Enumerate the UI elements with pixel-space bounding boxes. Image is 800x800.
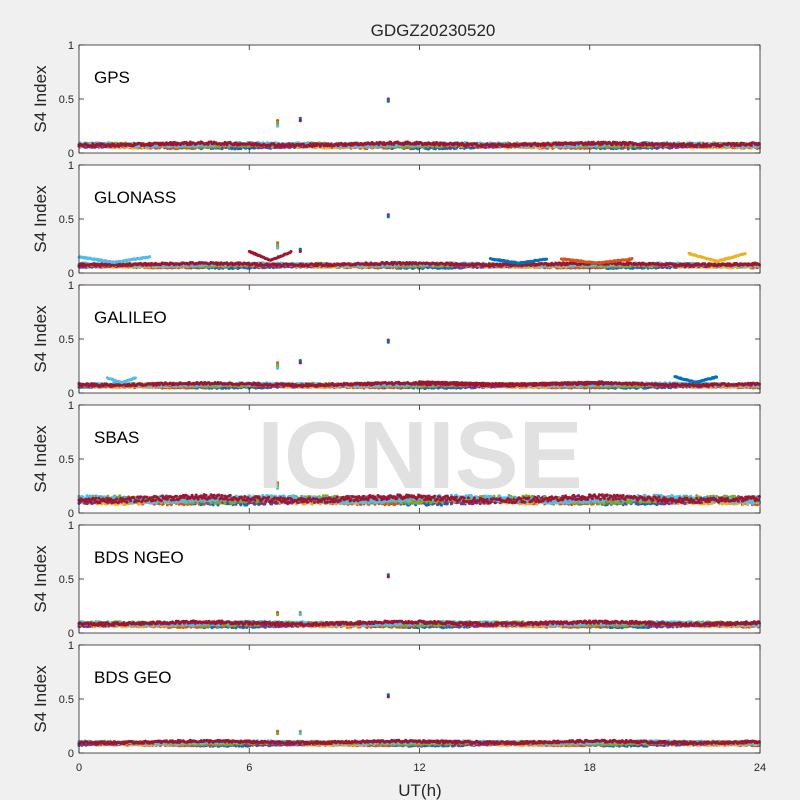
data-point <box>749 143 753 147</box>
panel-data-points <box>77 97 761 151</box>
outlier-point <box>276 124 280 128</box>
y-tick-label: 0 <box>68 148 74 160</box>
y-axis-label: S4 Index <box>31 65 50 133</box>
panel-plot-area <box>79 165 760 273</box>
y-tick-label: 1 <box>68 40 74 52</box>
panel-label: GPS <box>94 68 130 87</box>
outlier-point <box>298 119 302 123</box>
panel-gps: 0 0.5 1 S4 Index GPS <box>31 40 761 160</box>
panel-plot-area <box>79 45 760 153</box>
outlier-point <box>386 99 390 103</box>
y-tick-label: 0.5 <box>59 94 74 106</box>
chart-title: GDGZ20230520 <box>371 21 496 40</box>
